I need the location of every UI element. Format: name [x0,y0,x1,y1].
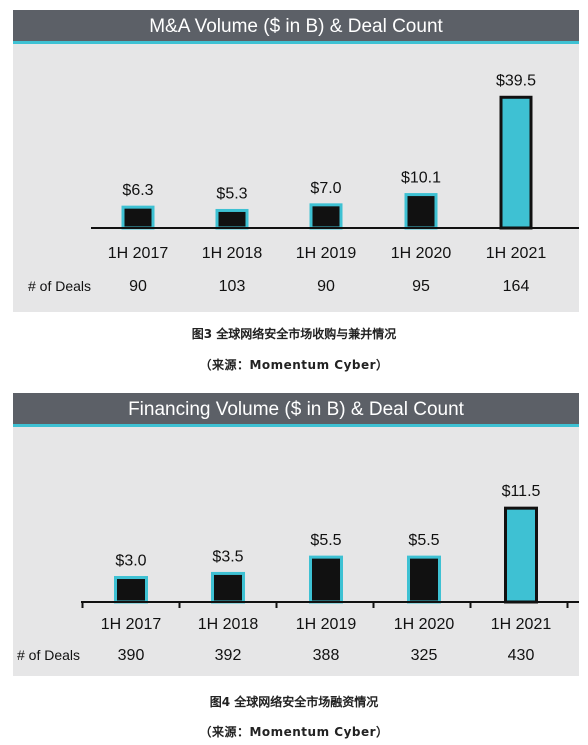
deal-count: 90 [129,278,147,295]
bar [309,203,343,230]
value-label: $7.0 [310,180,341,197]
bar [404,193,438,230]
bar [407,555,441,604]
deal-count: 392 [215,647,242,664]
bar [215,208,249,230]
deal-count: 90 [317,278,335,295]
value-label: $39.5 [496,72,536,89]
chart-title: M&A Volume ($ in B) & Deal Count [13,10,579,44]
deal-count: 164 [503,278,530,295]
bar [499,95,533,230]
x-tick-label: 1H 2018 [202,245,263,262]
x-tick-label: 1H 2019 [296,245,357,262]
value-label: $3.5 [212,548,243,565]
figure-source: （来源：Momentum Cyber） [199,725,389,739]
financing-chart-panel: Financing Volume ($ in B) & Deal Count $… [13,393,579,676]
bar [114,576,148,604]
x-tick-label: 1H 2019 [296,616,357,633]
deal-count: 430 [508,647,535,664]
bar [211,571,245,604]
x-tick-label: 1H 2017 [101,616,162,633]
bar [121,205,155,230]
value-label: $5.3 [216,185,247,202]
x-tick-label: 1H 2018 [198,616,259,633]
deals-row-label: # of Deals [28,278,91,294]
x-tick-label: 1H 2017 [108,245,169,262]
x-tick-label: 1H 2020 [391,245,452,262]
value-label: $11.5 [502,483,541,500]
deals-row-label: # of Deals [17,647,80,663]
chart-title: Financing Volume ($ in B) & Deal Count [13,393,579,427]
value-label: $10.1 [401,170,441,187]
figure-caption: 图4 全球网络安全市场融资情况 [209,695,379,709]
deal-count: 103 [219,278,246,295]
value-label: $5.5 [408,532,439,549]
figure-source: （来源：Momentum Cyber） [199,358,389,372]
deal-count: 95 [412,278,430,295]
ma-chart-panel: M&A Volume ($ in B) & Deal Count $6.3 1H … [13,10,579,312]
deal-count: 388 [313,647,340,664]
deal-count: 325 [411,647,438,664]
x-tick-label: 1H 2021 [491,616,552,633]
deal-count: 390 [118,647,145,664]
value-label: $3.0 [115,553,146,570]
ma-volume-chart: $6.3 1H 2017 90 $5.3 1H 2018 103 $7.0 1H 2019 90… [28,72,579,295]
x-tick-label: 1H 2021 [486,245,547,262]
value-label: $5.5 [310,532,341,549]
x-tick-label: 1H 2020 [394,616,455,633]
financing-volume-chart: $3.0 1H 2017 390 $3.5 1H 2018 392 $5.5 1H 2019 3… [17,483,579,664]
value-label: $6.3 [122,182,153,199]
bar [309,555,343,604]
bar [504,506,538,604]
figure-caption: 图3 全球网络安全市场收购与兼并情况 [191,327,397,341]
